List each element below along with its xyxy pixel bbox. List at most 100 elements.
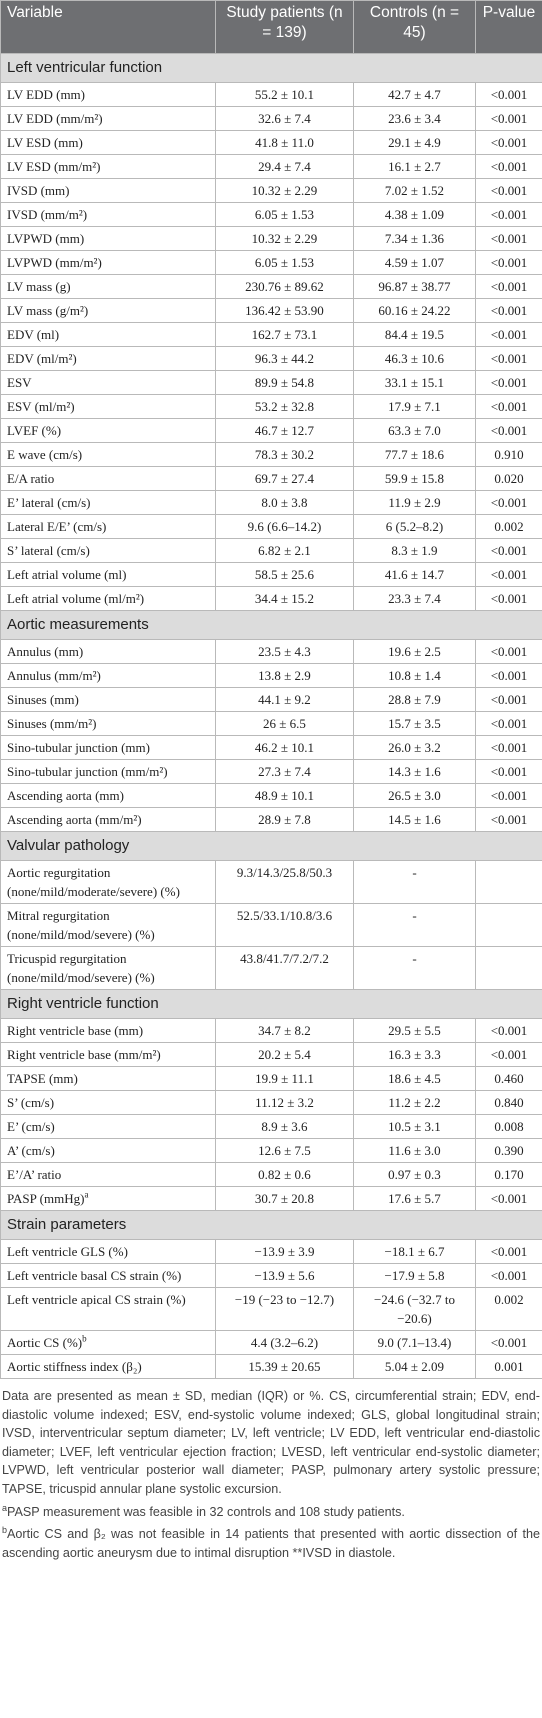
value-cell: 4.59 ± 1.07	[353, 250, 476, 275]
value-cell: 10.32 ± 2.29	[215, 226, 354, 251]
cell-text: -	[412, 951, 417, 966]
cell-text: 23.6 ± 3.4	[388, 111, 441, 126]
cell-text: 34.4 ± 15.2	[254, 591, 315, 606]
column-header: Study patients (n = 139)	[215, 0, 354, 54]
section-row: Strain parameters	[0, 1210, 542, 1240]
data-row: E’ lateral (cm/s) 8.0 ± 3.8 11.9 ± 2.9 <0.0…	[0, 490, 542, 515]
value-cell: 17.6 ± 5.7	[353, 1186, 476, 1211]
data-row: Mitral regurgitation (none/mild/mod/seve…	[0, 903, 542, 947]
label-cell: LV mass (g/m²)	[0, 298, 216, 323]
cell-text: 6.05 ± 1.53	[254, 255, 315, 270]
value-cell: 4.4 (3.2–6.2)	[215, 1330, 354, 1355]
cell-text: Left atrial volume (ml/m²)	[7, 591, 145, 606]
cell-text: E’/A’ ratio	[7, 1167, 62, 1182]
cell-text: 19.9 ± 11.1	[255, 1071, 314, 1086]
cell-text: 0.002	[494, 519, 524, 534]
value-cell: <0.001	[475, 130, 542, 155]
value-cell: 41.6 ± 14.7	[353, 562, 476, 587]
cell-text: <0.001	[490, 279, 528, 294]
value-cell: <0.001	[475, 735, 542, 760]
label-cell: IVSD (mm/m²)	[0, 202, 216, 227]
value-cell: 60.16 ± 24.22	[353, 298, 476, 323]
cell-text: 10.5 ± 3.1	[388, 1119, 441, 1134]
value-cell: <0.001	[475, 1239, 542, 1264]
cell-text: <0.001	[490, 231, 528, 246]
cell-text: 78.3 ± 30.2	[254, 447, 315, 462]
value-cell: 6.05 ± 1.53	[215, 250, 354, 275]
cell-text: 52.5/33.1/10.8/3.6	[236, 908, 333, 923]
value-cell: 29.5 ± 5.5	[353, 1018, 476, 1043]
label-cell: Left ventricle GLS (%)	[0, 1239, 216, 1264]
value-cell: <0.001	[475, 418, 542, 443]
cell-text: 0.008	[494, 1119, 524, 1134]
cell-text: A’ (cm/s)	[7, 1143, 55, 1158]
cell-text: 0.170	[494, 1167, 524, 1182]
value-cell: 0.82 ± 0.6	[215, 1162, 354, 1187]
value-cell: -	[353, 903, 476, 947]
cell-text: <0.001	[490, 495, 528, 510]
value-cell: 9.0 (7.1–13.4)	[353, 1330, 476, 1355]
footnote: aPASP measurement was feasible in 32 con…	[2, 1503, 540, 1522]
value-cell: 5.04 ± 2.09	[353, 1354, 476, 1379]
value-cell: 17.9 ± 7.1	[353, 394, 476, 419]
label-cell: PASP (mmHg)a	[0, 1186, 216, 1211]
cell-text: Aortic CS (%)	[7, 1335, 83, 1350]
data-row: LVPWD (mm) 10.32 ± 2.29 7.34 ± 1.36 <0.001	[0, 226, 542, 251]
label-cell: E’/A’ ratio	[0, 1162, 216, 1187]
cell-text: Annulus (mm)	[7, 644, 84, 659]
cell-text: Lateral E/E’ (cm/s)	[7, 519, 107, 534]
cell-text: <0.001	[490, 692, 528, 707]
data-row: LV ESD (mm/m²) 29.4 ± 7.4 16.1 ± 2.7 <0.001	[0, 154, 542, 179]
label-cell: LVPWD (mm)	[0, 226, 216, 251]
cell-text: Sino-tubular junction (mm/m²)	[7, 764, 168, 779]
value-cell: 4.38 ± 1.09	[353, 202, 476, 227]
value-cell: 26.0 ± 3.2	[353, 735, 476, 760]
value-cell: 9.3/14.3/25.8/50.3	[215, 860, 354, 904]
cell-text: 59.9 ± 15.8	[384, 471, 445, 486]
value-cell: 0.460	[475, 1066, 542, 1091]
cell-text: <0.001	[490, 1244, 528, 1259]
value-cell	[475, 903, 542, 947]
footnote: Data are presented as mean ± SD, median …	[2, 1387, 540, 1499]
value-cell: <0.001	[475, 562, 542, 587]
cell-text: −13.9 ± 5.6	[254, 1268, 315, 1283]
column-header: Variable	[0, 0, 216, 54]
cell-text: 10.8 ± 1.4	[388, 668, 441, 683]
value-cell: 84.4 ± 19.5	[353, 322, 476, 347]
note-marker: a	[84, 1189, 89, 1200]
cell-text: 0.840	[494, 1095, 524, 1110]
data-row: LVEF (%) 46.7 ± 12.7 63.3 ± 7.0 <0.001	[0, 418, 542, 443]
value-cell: 41.8 ± 11.0	[215, 130, 354, 155]
value-cell: 0.910	[475, 442, 542, 467]
value-cell: 69.7 ± 27.4	[215, 466, 354, 491]
cell-text: Left ventricle apical CS strain (%)	[7, 1292, 186, 1307]
data-row: Aortic regurgitation (none/mild/moderate…	[0, 860, 542, 904]
data-row: E/A ratio 69.7 ± 27.4 59.9 ± 15.8 0.020	[0, 466, 542, 491]
value-cell: <0.001	[475, 1018, 542, 1043]
cell-text: Right ventricle base (mm)	[7, 1023, 144, 1038]
cell-text: Sinuses (mm)	[7, 692, 79, 707]
label-cell: LV EDD (mm/m²)	[0, 106, 216, 131]
value-cell: 19.6 ± 2.5	[353, 639, 476, 664]
label-cell: Sino-tubular junction (mm)	[0, 735, 216, 760]
data-row: S’ (cm/s) 11.12 ± 3.2 11.2 ± 2.2 0.840	[0, 1090, 542, 1115]
value-cell: −13.9 ± 3.9	[215, 1239, 354, 1264]
cell-text: 26 ± 6.5	[263, 716, 306, 731]
header-row: Variable Study patients (n = 139) Controls…	[0, 0, 542, 54]
cell-text: 14.3 ± 1.6	[388, 764, 441, 779]
value-cell: 53.2 ± 32.8	[215, 394, 354, 419]
value-cell: <0.001	[475, 154, 542, 179]
data-row: LV ESD (mm) 41.8 ± 11.0 29.1 ± 4.9 <0.001	[0, 130, 542, 155]
section-row: Aortic measurements	[0, 610, 542, 640]
value-cell: 23.6 ± 3.4	[353, 106, 476, 131]
cell-text: 11.6 ± 3.0	[388, 1143, 441, 1158]
value-cell: 23.3 ± 7.4	[353, 586, 476, 611]
cell-text: <0.001	[490, 591, 528, 606]
cell-text: 230.76 ± 89.62	[245, 279, 324, 294]
cell-text: 89.9 ± 54.8	[254, 375, 315, 390]
value-cell: 78.3 ± 30.2	[215, 442, 354, 467]
cell-text: 63.3 ± 7.0	[388, 423, 441, 438]
data-row: E’ (cm/s) 8.9 ± 3.6 10.5 ± 3.1 0.008	[0, 1114, 542, 1139]
footnote: bAortic CS and β₂ was not feasible in 14…	[2, 1525, 540, 1562]
cell-text: 29.1 ± 4.9	[388, 135, 441, 150]
